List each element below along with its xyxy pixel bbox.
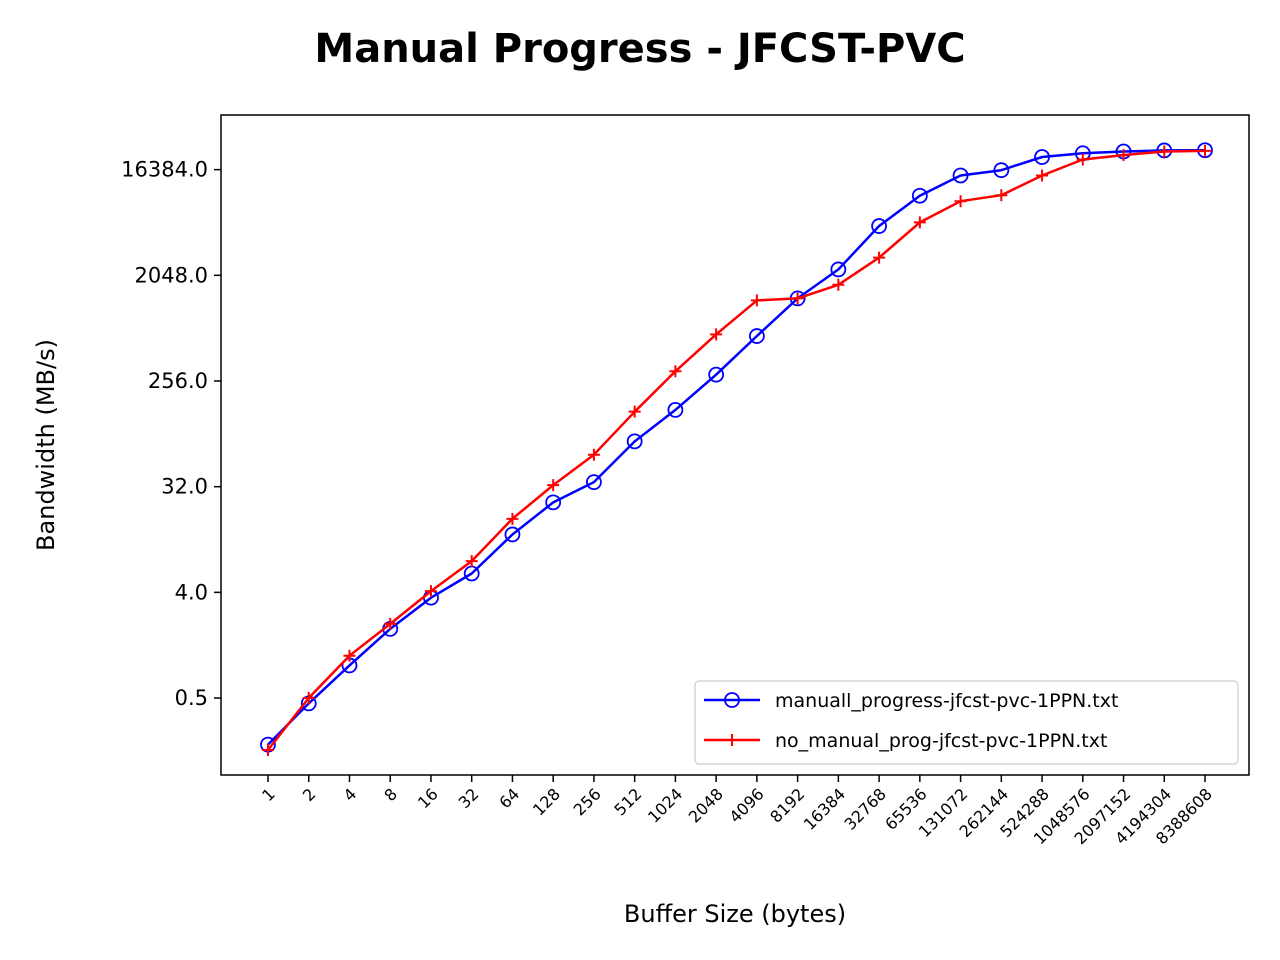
- data-point-circle: [545, 494, 562, 511]
- y-tick-label: 256.0: [148, 369, 208, 393]
- series-line-1: [267, 149, 1206, 751]
- data-point-plus: [506, 512, 519, 525]
- legend-marker-circle: [724, 692, 740, 708]
- data-point-plus: [954, 195, 967, 208]
- y-tick-label: 2048.0: [135, 263, 208, 287]
- data-point-circle: [911, 187, 928, 204]
- data-point-plus: [1117, 149, 1130, 162]
- data-point-circle: [871, 218, 887, 234]
- data-point-plus: [873, 251, 886, 264]
- data-point-plus: [1158, 145, 1171, 158]
- data-point-circle: [830, 261, 847, 278]
- data-point-circle: [708, 366, 725, 383]
- series-layer: [260, 142, 1213, 756]
- data-point-plus: [384, 617, 397, 630]
- y-tick-label: 4.0: [175, 580, 208, 604]
- data-point-circle: [952, 167, 969, 184]
- legend-label-no-manual: no_manual_prog-jfcst-pvc-1PPN.txt: [775, 730, 1107, 752]
- data-point-plus: [791, 292, 804, 305]
- data-point-plus: [343, 649, 356, 662]
- plot-frame: [220, 114, 1250, 776]
- x-axis-label: Buffer Size (bytes): [624, 900, 846, 928]
- y-tick-label: 0.5: [175, 686, 208, 710]
- y-axis: 0.5 4.0 32.0 256.0 2048.0 16384.0: [121, 158, 221, 710]
- data-point-circle: [586, 474, 602, 491]
- data-point-plus: [1076, 153, 1089, 166]
- data-point-circle: [667, 401, 684, 418]
- data-point-plus: [465, 555, 478, 568]
- legend-marker-plus: [726, 734, 738, 746]
- data-point-plus: [1199, 144, 1212, 157]
- data-point-plus: [587, 448, 600, 461]
- data-point-circle: [504, 526, 521, 543]
- data-point-circle: [1034, 149, 1050, 165]
- data-point-plus: [995, 189, 1008, 202]
- data-point-plus: [913, 216, 926, 229]
- y-tick-label: 16384.0: [121, 158, 208, 182]
- data-point-circle: [626, 433, 643, 450]
- data-point-plus: [750, 294, 763, 307]
- data-point-plus: [424, 585, 437, 598]
- legend-label-manual: manuall_progress-jfcst-pvc-1PPN.txt: [775, 690, 1118, 712]
- data-point-plus: [1036, 169, 1049, 182]
- y-tick-label: 32.0: [161, 475, 208, 499]
- data-point-plus: [832, 278, 845, 291]
- data-point-plus: [669, 365, 682, 378]
- data-point-plus: [710, 328, 723, 341]
- legend: manuall_progress-jfcst-pvc-1PPN.txt no_m…: [694, 680, 1239, 765]
- data-point-plus: [628, 405, 641, 418]
- data-point-circle: [748, 328, 765, 344]
- data-point-plus: [262, 743, 274, 756]
- chart-title: Manual Progress - JFCST-PVC: [314, 26, 965, 72]
- data-point-plus: [302, 692, 315, 705]
- data-point-plus: [547, 479, 560, 492]
- y-axis-label: Bandwidth (MB/s): [32, 339, 60, 551]
- legend-box: [694, 680, 1239, 765]
- data-point-circle: [993, 162, 1010, 179]
